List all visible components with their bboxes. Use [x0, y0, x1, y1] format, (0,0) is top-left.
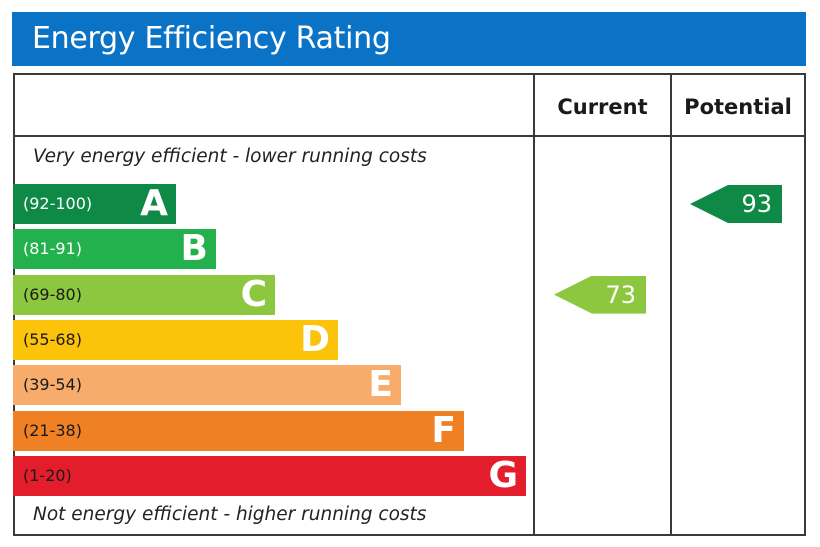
band-letter: B — [180, 228, 208, 270]
rating-band-g: (1-20) G — [13, 454, 526, 496]
band-letter: G — [488, 454, 518, 496]
column-header-current: Current — [557, 95, 648, 119]
divider-potential — [670, 75, 672, 534]
chart-title: Energy Efficiency Rating — [12, 12, 806, 66]
top-note: Very energy efficient - lower running co… — [33, 146, 427, 167]
band-letter: F — [431, 409, 456, 451]
header-divider — [15, 135, 804, 137]
band-range-label: (55-68) — [23, 329, 82, 349]
rating-band-a: (92-100) A — [13, 184, 176, 224]
band-letter: D — [300, 318, 330, 360]
rating-band-d: (55-68) D — [13, 318, 338, 360]
band-range-label: (1-20) — [23, 465, 72, 485]
band-range-label: (92-100) — [23, 194, 93, 213]
rating-band-f: (21-38) F — [13, 409, 464, 451]
rating-band-c: (69-80) C — [13, 273, 275, 315]
potential-rating-value: 93 — [741, 190, 772, 218]
divider-current — [533, 75, 535, 534]
current-rating-pointer: 73 — [554, 275, 646, 314]
column-header-potential: Potential — [684, 95, 792, 119]
current-rating-value: 73 — [605, 280, 636, 309]
band-range-label: (81-91) — [23, 239, 82, 259]
band-range-label: (21-38) — [23, 420, 82, 440]
band-range-label: (39-54) — [23, 375, 82, 395]
band-letter: C — [240, 273, 267, 315]
band-letter: A — [140, 183, 168, 224]
rating-band-e: (39-54) E — [13, 364, 401, 406]
bottom-note: Not energy efficient - higher running co… — [33, 504, 427, 525]
band-letter: E — [368, 364, 393, 406]
band-range-label: (69-80) — [23, 284, 82, 304]
rating-band-b: (81-91) B — [13, 228, 216, 270]
potential-rating-pointer: 93 — [690, 185, 782, 223]
